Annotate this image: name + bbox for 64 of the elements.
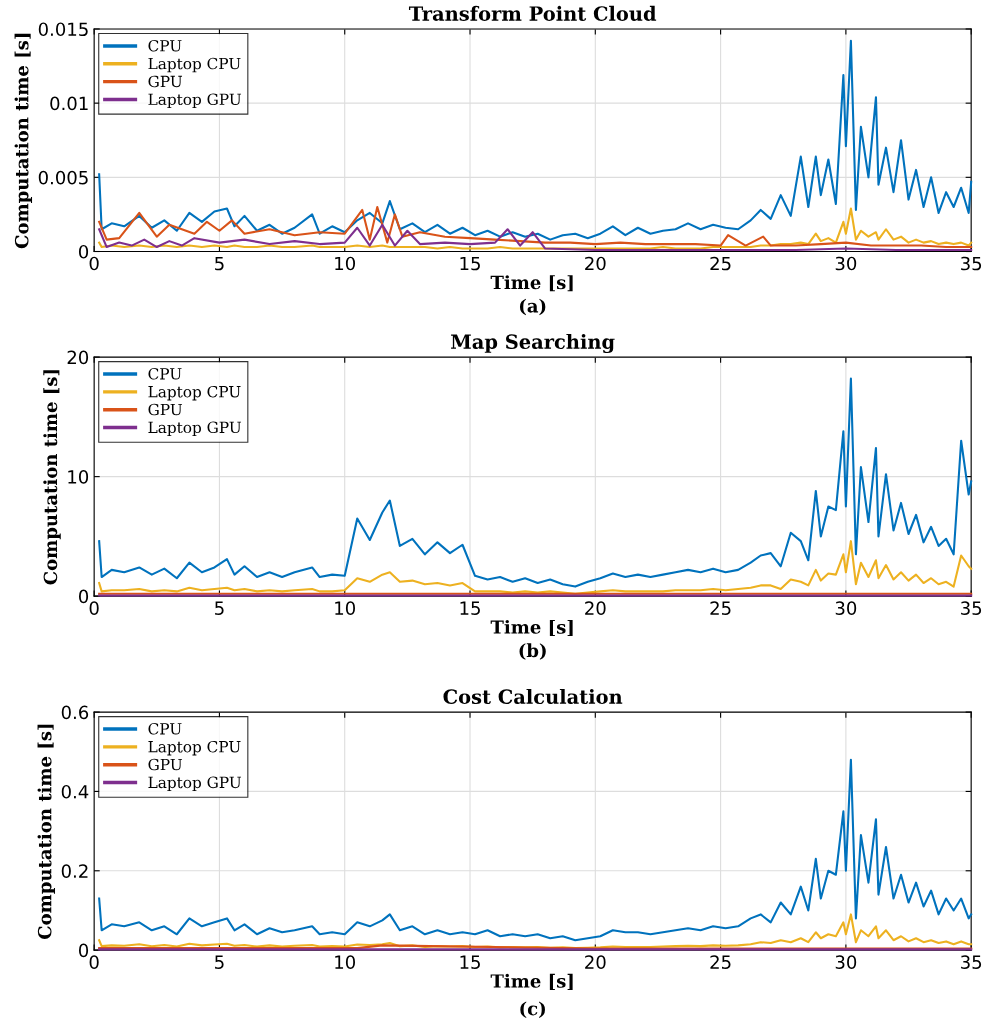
legend-label: Laptop GPU — [148, 421, 242, 437]
x-tick-label: 15 — [460, 955, 480, 969]
chart-title: Map Searching — [451, 333, 615, 354]
x-tick-label: 5 — [215, 955, 224, 969]
x-axis-title: Time [s] — [490, 973, 573, 990]
legend-label: Laptop GPU — [148, 776, 242, 792]
x-tick-label: 35 — [961, 601, 982, 615]
y-tick-label: 0.01 — [50, 96, 88, 111]
chart-title: Transform Point Cloud — [408, 5, 657, 21]
y-tick-label: 0.015 — [38, 22, 88, 37]
x-tick-label: 25 — [710, 601, 731, 615]
line-series — [98, 39, 973, 241]
x-tick-label: 25 — [710, 955, 731, 969]
x-tick-label: 0 — [89, 601, 99, 615]
x-tick-label: 0 — [89, 256, 99, 271]
y-tick-label: 0.4 — [61, 784, 89, 799]
y-axis-title: Computation time [s] — [14, 33, 33, 249]
y-axis-title: Computation time [s] — [37, 724, 56, 939]
legend-label: GPU — [148, 75, 183, 88]
y-axis-title: Computation time [s] — [43, 370, 61, 585]
y-tick-label: 0.6 — [61, 705, 89, 720]
x-tick-label: 10 — [335, 601, 356, 615]
x-tick-label: 30 — [835, 601, 857, 615]
y-tick-label: 0.2 — [61, 864, 88, 878]
y-tick-label: 0.005 — [38, 170, 88, 185]
text: (b) — [519, 643, 546, 660]
x-tick-label: 20 — [585, 955, 606, 969]
x-tick-label: 5 — [215, 601, 224, 615]
legend-label: Laptop CPU — [148, 385, 241, 401]
y-tick-label: 0 — [78, 589, 89, 604]
legend-label: GPU — [148, 758, 183, 771]
text: (c) — [520, 1001, 545, 1018]
x-tick-label: 15 — [460, 601, 480, 615]
x-axis-title: Time [s] — [490, 275, 573, 292]
x-tick-label: 0 — [89, 955, 99, 969]
x-tick-label: 20 — [585, 601, 606, 615]
x-tick-label: 30 — [835, 955, 857, 969]
x-tick-label: 10 — [335, 955, 356, 969]
legend-label: GPU — [148, 403, 183, 416]
line-series — [98, 758, 973, 942]
y-tick-label: 0 — [78, 943, 89, 958]
x-tick-label: 35 — [961, 256, 982, 271]
y-tick-label: 10 — [68, 470, 89, 484]
chart-title: Cost Calculation — [443, 688, 623, 705]
legend-label: CPU — [148, 368, 182, 380]
x-tick-label: 15 — [460, 256, 480, 271]
x-tick-label: 20 — [585, 256, 606, 271]
x-tick-label: 5 — [215, 256, 224, 271]
y-tick-label: 0 — [78, 244, 89, 259]
x-tick-label: 35 — [961, 955, 982, 969]
x-tick-label: 25 — [710, 256, 731, 271]
line-series — [98, 223, 973, 252]
x-axis-title: Time [s] — [490, 619, 573, 636]
legend-label: Laptop CPU — [148, 57, 241, 73]
line-series — [98, 540, 973, 595]
x-tick-label: 30 — [835, 256, 857, 271]
y-tick-label: 20 — [67, 350, 89, 365]
x-tick-label: 10 — [335, 256, 356, 271]
legend-label: Laptop GPU — [148, 93, 242, 108]
legend-label: Laptop CPU — [148, 740, 241, 756]
line-series — [98, 913, 973, 950]
text: (a) — [519, 298, 546, 316]
legend-label: CPU — [148, 39, 182, 52]
legend-label: CPU — [148, 723, 182, 735]
